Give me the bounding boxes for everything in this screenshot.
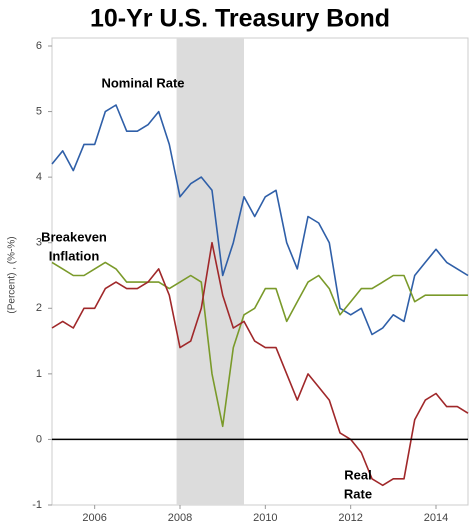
plot-area (51, 37, 469, 506)
x-tick-label: 2006 (82, 512, 106, 524)
series-annotation: Breakeven (41, 229, 107, 244)
series-annotation: Nominal Rate (101, 75, 184, 90)
chart-title: 10-Yr U.S. Treasury Bond (90, 5, 390, 33)
y-tick-label: 6 (36, 40, 42, 52)
y-tick-label: 3 (36, 237, 42, 249)
y-tick-label: -1 (32, 499, 42, 511)
y-tick-label: 2 (36, 302, 42, 314)
x-tick-label: 2010 (253, 512, 277, 524)
series-annotation: Rate (344, 486, 372, 501)
y-tick-label: 4 (36, 171, 42, 183)
series-annotation: Inflation (49, 248, 100, 263)
x-tick-label: 2012 (338, 512, 362, 524)
series-annotation: Real (344, 467, 371, 482)
y-axis-label: (Percent) , (%-%) (7, 236, 18, 313)
series-line (51, 104, 469, 336)
series-line (51, 261, 468, 428)
series-line (51, 241, 469, 487)
recession-shade (176, 38, 244, 505)
x-tick-label: 2008 (168, 512, 192, 524)
y-tick-label: 5 (36, 105, 42, 117)
y-tick-label: 0 (36, 433, 42, 445)
x-tick-label: 2014 (424, 512, 448, 524)
y-tick-label: 1 (36, 368, 42, 380)
